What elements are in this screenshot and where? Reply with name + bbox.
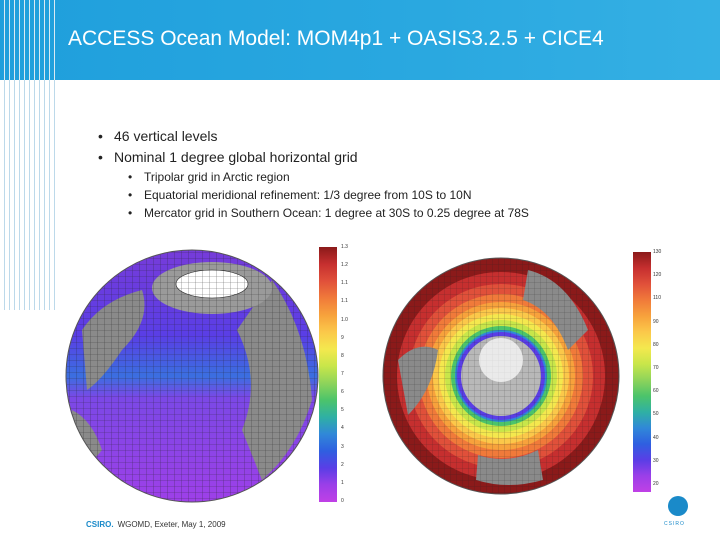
colorbar-tick-label: 30 (653, 457, 659, 464)
footer-brand: CSIRO. (86, 520, 114, 529)
bullet-item: • Nominal 1 degree global horizontal grid (98, 147, 529, 168)
decorative-stripes (0, 0, 58, 310)
colorbar-tick-label: 130 (653, 249, 662, 255)
colorbar-left (319, 247, 337, 502)
decorative-stripes-header (0, 0, 58, 80)
bullet-list: • 46 vertical levels • Nominal 1 degree gl… (98, 126, 529, 222)
colorbar-tick-label: 4 (341, 425, 344, 432)
bullet-dot-icon: • (128, 170, 133, 184)
tripolar-grid-globe (65, 249, 319, 503)
slide-title: ACCESS Ocean Model: MOM4p1 + OASIS3.2.5 … (68, 27, 604, 50)
colorbar-tick-label: 20 (653, 481, 659, 487)
colorbar-right (633, 252, 651, 492)
footer: CSIRO. WGOMD, Exeter, May 1, 2009 (86, 520, 226, 529)
colorbar-tick-label: 110 (653, 295, 661, 302)
colorbar-tick-label: 80 (653, 341, 659, 348)
colorbar-tick-label: 5 (341, 407, 344, 414)
footer-text: WGOMD, Exeter, May 1, 2009 (117, 520, 226, 529)
bullet-dot-icon: • (128, 188, 133, 202)
bullet-dot-icon: • (128, 206, 133, 220)
colorbar-tick-label: 50 (653, 411, 659, 418)
sub-bullet-text: Equatorial meridional refinement: 1/3 de… (144, 188, 472, 202)
colorbar-tick-label: 90 (653, 318, 659, 325)
colorbar-tick-label: 70 (653, 365, 659, 371)
sub-bullet-item: • Tripolar grid in Arctic region (98, 168, 529, 186)
colorbar-tick-label: 120 (653, 272, 662, 279)
bullet-dot-icon: • (98, 149, 103, 165)
sub-bullet-text: Mercator grid in Southern Ocean: 1 degre… (144, 206, 529, 220)
colorbar-tick-label: 60 (653, 388, 659, 395)
polar-grid-globe (382, 257, 620, 495)
colorbar-tick-label: 1.1 (341, 298, 348, 305)
colorbar-tick-label: 8 (341, 352, 344, 359)
colorbar-tick-label: 7 (341, 371, 344, 377)
bullet-item: • 46 vertical levels (98, 126, 529, 147)
colorbar-tick-label: 40 (653, 434, 659, 441)
colorbar-tick-label: 6 (341, 389, 344, 396)
colorbar-tick-label: 1.1 (341, 280, 348, 287)
csiro-logo-icon (668, 496, 688, 516)
bullet-dot-icon: • (98, 128, 103, 144)
colorbar-tick-label: 1.0 (341, 316, 348, 323)
colorbar-tick-label: 3 (341, 443, 344, 450)
sub-bullet-text: Tripolar grid in Arctic region (144, 170, 290, 184)
colorbar-tick-label: 0 (341, 498, 344, 504)
colorbar-tick-label: 9 (341, 334, 344, 341)
bullet-text: 46 vertical levels (114, 128, 218, 144)
sub-bullet-item: • Equatorial meridional refinement: 1/3 d… (98, 186, 529, 204)
bullet-text: Nominal 1 degree global horizontal grid (114, 149, 358, 165)
colorbar-tick-label: 1.2 (341, 262, 348, 269)
colorbar-tick-label: 1 (341, 479, 344, 486)
title-bar (0, 0, 720, 80)
sub-bullet-item: • Mercator grid in Southern Ocean: 1 degr… (98, 204, 529, 222)
colorbar-tick-label: 1.3 (341, 244, 348, 250)
colorbar-tick-label: 2 (341, 461, 344, 468)
logo-text: CSIRO (664, 521, 685, 527)
